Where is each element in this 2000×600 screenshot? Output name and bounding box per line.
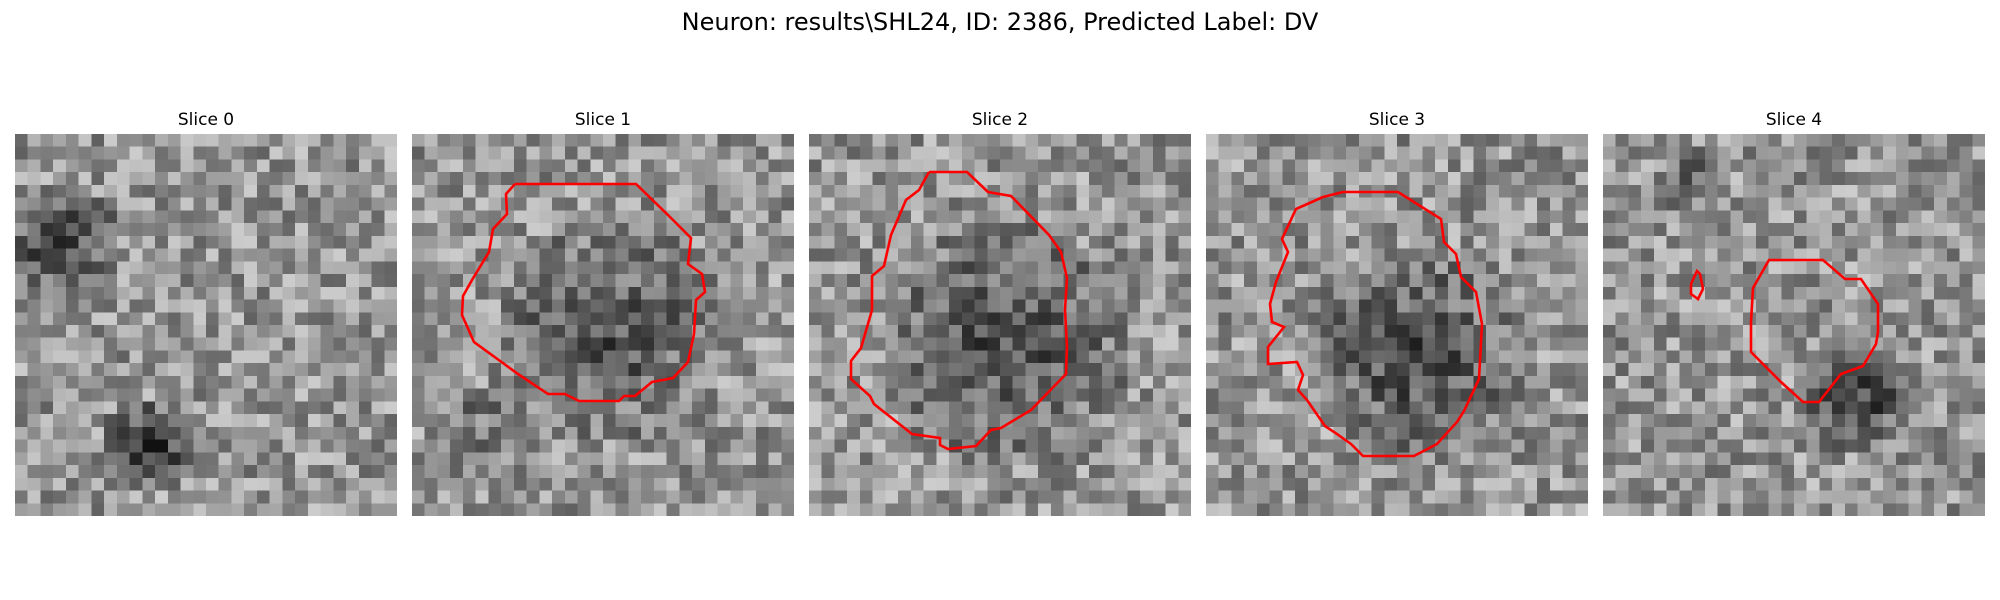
slice-title-2: Slice 2 bbox=[971, 110, 1029, 130]
slice-panel-1: Slice 1 bbox=[412, 108, 794, 516]
slice-panel-2: Slice 2 bbox=[809, 108, 1191, 516]
slice-panel-4: Slice 4 bbox=[1603, 108, 1985, 516]
roi-contour-4 bbox=[1689, 258, 1880, 404]
roi-contour-3 bbox=[1266, 190, 1484, 458]
slice-panel-3: Slice 3 bbox=[1206, 108, 1588, 516]
slice-title-0: Slice 0 bbox=[177, 110, 235, 130]
slice-image-4 bbox=[1603, 134, 1985, 516]
figure-title: Neuron: results\SHL24, ID: 2386, Predict… bbox=[681, 8, 1319, 36]
slice-image-2 bbox=[809, 134, 1191, 516]
slice-image-3 bbox=[1206, 134, 1588, 516]
roi-contour-2 bbox=[849, 170, 1069, 451]
slice-image-1 bbox=[412, 134, 794, 516]
slice-title-1: Slice 1 bbox=[574, 110, 632, 130]
slice-image-0 bbox=[15, 134, 397, 516]
slice-title-4: Slice 4 bbox=[1765, 110, 1823, 130]
slice-panel-0: Slice 0 bbox=[15, 108, 397, 516]
slice-title-3: Slice 3 bbox=[1368, 110, 1426, 130]
roi-contour-1 bbox=[460, 182, 707, 403]
